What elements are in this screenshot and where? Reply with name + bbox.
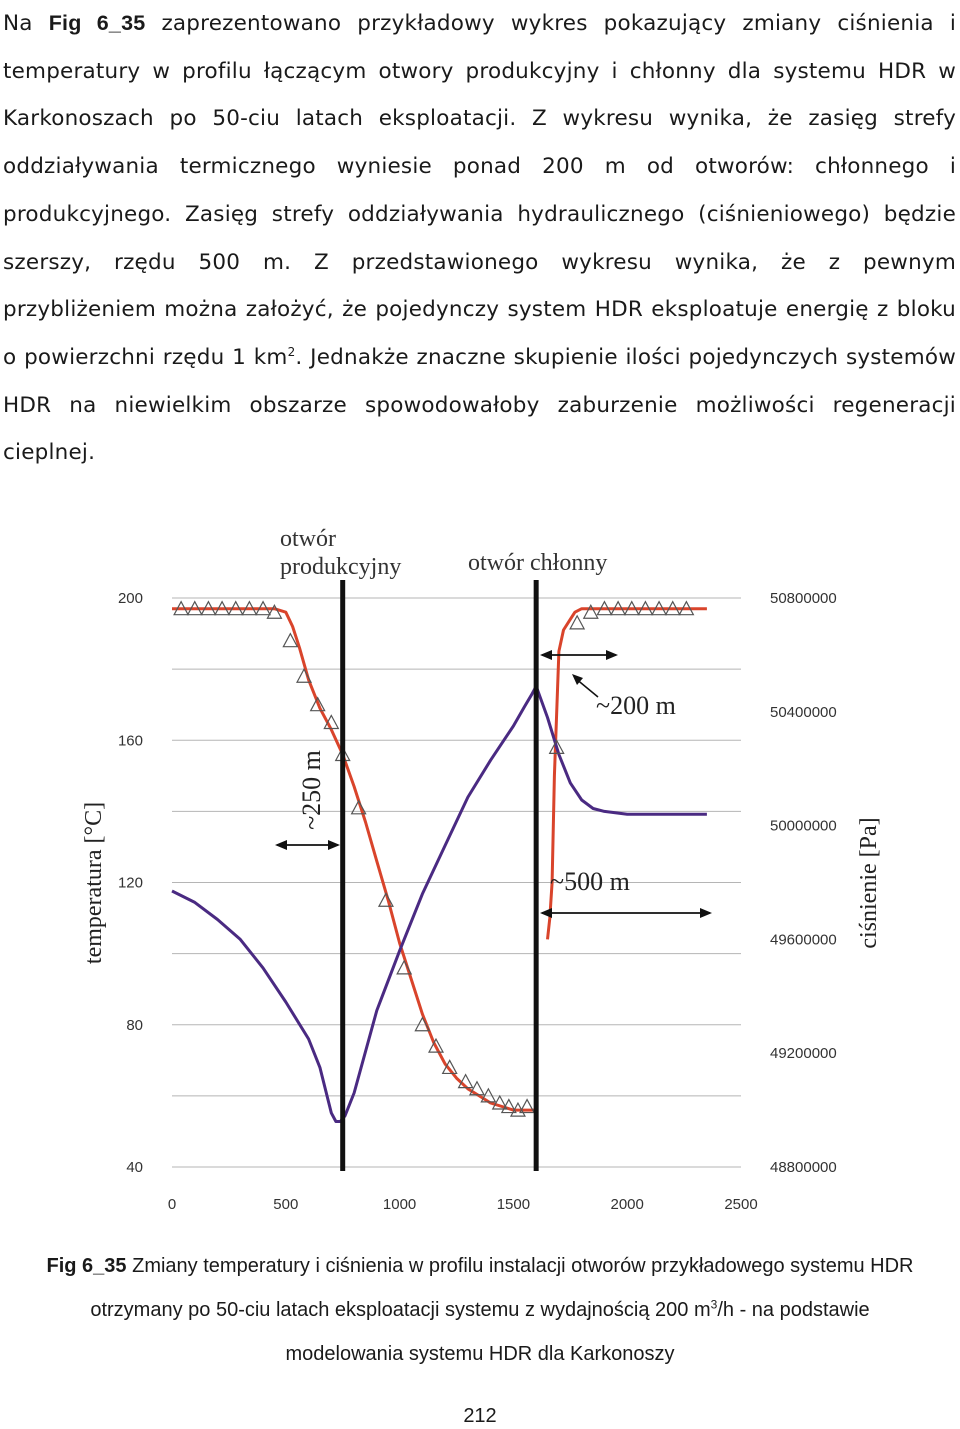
triangle-marker: [227, 600, 244, 616]
triangle-marker: [519, 1098, 536, 1114]
triangle-marker: [255, 600, 272, 616]
y-tick-label-right: 48800000: [770, 1159, 837, 1176]
caption-line2b: /h - na podstawie: [717, 1299, 870, 1321]
x-tick-label: 0: [168, 1196, 176, 1213]
triangle-marker: [480, 1087, 497, 1103]
triangle-marker: [350, 799, 367, 815]
pressure-line: [171, 684, 707, 1123]
triangle-marker: [414, 1016, 431, 1032]
triangle-marker: [500, 1098, 517, 1114]
well-label-production-line2: produkcyjny: [280, 554, 401, 580]
annotation-arrow-250-head: [328, 840, 340, 850]
triangle-marker: [241, 600, 258, 616]
y-tick-label-left: 80: [126, 1017, 143, 1034]
body-paragraph: Na Fig 6_35 zaprezentowano przykładowy w…: [3, 0, 956, 477]
x-tick-label: 2500: [724, 1196, 757, 1213]
chart-grid: [172, 597, 741, 1168]
annotation-leader-200-head: [572, 674, 583, 685]
x-tick-label: 1500: [497, 1196, 530, 1213]
left-axis: 40 80 120 160 200: [118, 590, 143, 1176]
x-tick-label: 500: [273, 1196, 298, 1213]
x-tick-label: 2000: [611, 1196, 644, 1213]
triangle-markers: [173, 600, 695, 1117]
triangle-marker: [186, 600, 203, 616]
right-axis: 48800000 49200000 49600000 50000000 50400000…: [770, 590, 837, 1176]
caption-superscript: 3: [710, 1297, 718, 1312]
y-tick-label-right: 49600000: [770, 931, 837, 948]
triangle-marker: [266, 603, 283, 619]
figure-caption: Fig 6_35 Zmiany temperatury i ciśnienia …: [0, 1255, 960, 1278]
triangle-marker: [651, 600, 668, 616]
annotation-arrow-500-head: [540, 908, 552, 918]
annotation-200m: ~200 m: [596, 691, 676, 720]
caption-label: Fig 6_35: [46, 1255, 127, 1277]
paragraph-text: . Jednakże znaczne skupienie ilości poje…: [3, 344, 957, 466]
temperature-pressure-chart: 40 80 120 160 200 48800000 49200000 49600000 50…: [81, 526, 882, 1213]
figure-reference: Fig 6_35: [48, 11, 146, 35]
y-tick-label-left: 120: [118, 875, 143, 892]
caption-line2a: otrzymany po 50-ciu latach eksploatacji …: [90, 1299, 711, 1321]
y-tick-label-left: 40: [126, 1159, 143, 1176]
triangle-marker: [491, 1094, 508, 1110]
triangle-marker: [623, 600, 640, 616]
paragraph-text: zaprezentowano przykładowy wykres pokazu…: [3, 11, 956, 370]
triangle-marker: [323, 714, 340, 730]
triangle-marker: [569, 614, 586, 630]
y-tick-label-right: 50400000: [770, 704, 837, 721]
triangle-marker: [457, 1073, 474, 1089]
y-tick-label-right: 50800000: [770, 590, 837, 607]
triangle-marker: [596, 600, 613, 616]
caption-line3: modelowania systemu HDR dla Karkonoszy: [285, 1343, 675, 1365]
triangle-marker: [296, 667, 313, 683]
chart-annotations: ~250 m ~200 m ~500 m: [275, 650, 712, 918]
annotation-arrow-200-head: [606, 650, 618, 660]
triangle-marker: [441, 1059, 458, 1075]
annotation-500m: ~500 m: [550, 867, 630, 896]
superscript: 2: [287, 344, 296, 359]
figure-caption-line2: otrzymany po 50-ciu latach eksploatacji …: [0, 1297, 960, 1322]
triangle-marker: [282, 632, 299, 648]
triangle-marker: [214, 600, 231, 616]
x-tick-label: 1000: [383, 1196, 416, 1213]
well-label-production-line1: otwór: [280, 526, 336, 552]
page-number: 212: [463, 1405, 497, 1427]
paragraph-text: Na: [3, 11, 49, 36]
y-tick-label-right: 50000000: [770, 818, 837, 835]
annotation-250m: ~250 m: [297, 750, 326, 830]
y-axis-label-right: ciśnienie [Pa]: [856, 817, 882, 948]
triangle-marker: [173, 600, 190, 616]
triangle-marker: [664, 600, 681, 616]
triangle-marker: [396, 959, 413, 975]
triangle-marker: [678, 600, 695, 616]
triangle-marker: [468, 1080, 485, 1096]
triangle-marker: [610, 600, 627, 616]
y-tick-label-left: 160: [118, 732, 143, 749]
y-axis-label-left: temperatura [°C]: [81, 802, 107, 964]
annotation-arrow-200-head: [540, 650, 552, 660]
triangle-marker: [582, 603, 599, 619]
temperature-line: [546, 607, 707, 940]
figure-caption-line3: modelowania systemu HDR dla Karkonoszy: [0, 1343, 960, 1366]
y-tick-label-left: 200: [118, 590, 143, 607]
well-label-injection: otwór chłonny: [468, 550, 607, 576]
x-axis: 0 500 1000 1500 2000 2500: [168, 1196, 758, 1213]
triangle-marker: [200, 600, 217, 616]
annotation-arrow-500-head: [700, 908, 712, 918]
triangle-marker: [637, 600, 654, 616]
triangle-marker: [309, 696, 326, 712]
triangle-marker: [548, 739, 565, 754]
annotation-arrow-250-head: [275, 840, 287, 850]
triangle-marker: [377, 892, 394, 907]
triangle-marker: [428, 1037, 445, 1053]
temperature-line: [172, 607, 537, 1112]
caption-line1: Zmiany temperatury i ciśnienia w profilu…: [126, 1255, 914, 1277]
y-tick-label-right: 49200000: [770, 1045, 837, 1062]
